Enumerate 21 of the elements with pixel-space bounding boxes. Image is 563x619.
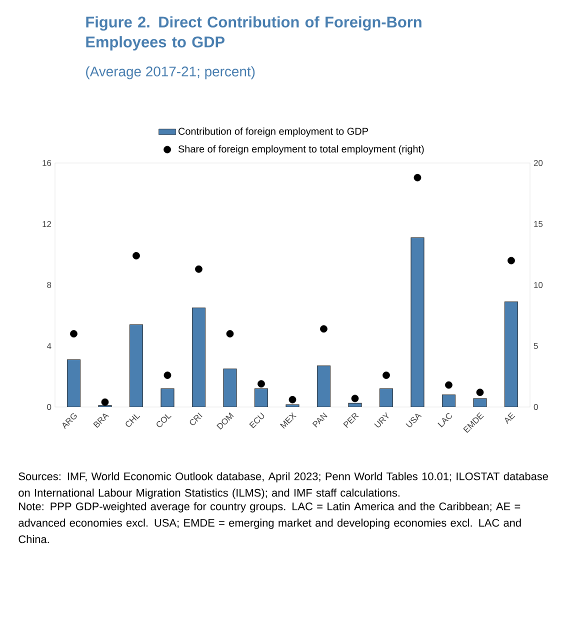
y2-tick-label: 0 [534, 404, 538, 410]
y-tick-label: 12 [42, 221, 52, 227]
y-tick-label: 0 [47, 404, 52, 410]
chart-title: Figure 2. Direct Contribution of Foreign-Born Employees to GDP [86, 16, 422, 51]
y-tick-label: 4 [46, 343, 52, 349]
y2-tick-label: 15 [534, 221, 543, 227]
x-tick-label: COL [156, 414, 172, 428]
x-tick-label: AE [504, 412, 516, 424]
legend-label: Share of foreign employment to total employment (right) [178, 145, 424, 154]
source-note: Sources: IMF, World Economic Outlook database, April 2023; Penn World Tables 10.01; ILOSTAT database on International Labour Migration Statistics (ILMS); and IMF staff calculations. [18, 472, 548, 499]
y2-tick-label: 10 [534, 282, 543, 288]
text: Note: PPP GDP-weighted average for country groups. LAC = Latin America and the Caribbean; AE = advanced economies excl. USA; EMDE = emerging market and developing economies excl. LAC and China. [18, 502, 521, 544]
legend-label: Contribution of foreign employment to GDP [178, 128, 368, 137]
x-tick-label: CRI [190, 412, 202, 426]
chart-subtitle: (Average 2017-21; percent) [86, 66, 255, 80]
y-tick-label: 16 [42, 160, 52, 166]
y2-tick-label: 20 [534, 160, 543, 166]
y-tick-label: 8 [47, 282, 52, 288]
y2-tick-label: 5 [534, 343, 538, 349]
x-tick-label: CHL [126, 414, 140, 427]
x-tick-label: USA [406, 414, 422, 428]
